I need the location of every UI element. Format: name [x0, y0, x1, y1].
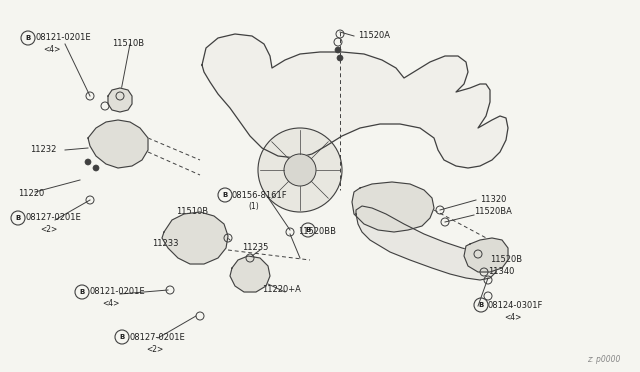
Text: 08156-8161F: 08156-8161F — [232, 190, 287, 199]
Circle shape — [335, 47, 341, 53]
Circle shape — [337, 55, 343, 61]
Polygon shape — [356, 206, 496, 280]
Text: 11340: 11340 — [488, 266, 515, 276]
Text: z: p0000: z: p0000 — [587, 355, 620, 364]
Polygon shape — [162, 212, 228, 264]
Polygon shape — [108, 88, 132, 112]
Polygon shape — [464, 238, 508, 272]
Text: 11233: 11233 — [152, 240, 179, 248]
Polygon shape — [352, 182, 434, 232]
Text: 11510B: 11510B — [176, 208, 208, 217]
Circle shape — [85, 159, 91, 165]
Text: <4>: <4> — [504, 312, 522, 321]
Circle shape — [258, 128, 342, 212]
Text: 11232: 11232 — [30, 145, 56, 154]
Text: 11235: 11235 — [242, 244, 268, 253]
Text: 11520BB: 11520BB — [298, 228, 336, 237]
Text: 08127-0201E: 08127-0201E — [130, 333, 186, 341]
Text: 11220: 11220 — [18, 189, 44, 198]
Text: B: B — [15, 215, 20, 221]
Text: 11510B: 11510B — [112, 39, 144, 48]
Text: B: B — [79, 289, 84, 295]
Text: <4>: <4> — [102, 299, 120, 308]
Text: 08121-0201E: 08121-0201E — [35, 33, 91, 42]
Text: B: B — [26, 35, 31, 41]
Text: B: B — [478, 302, 484, 308]
Text: (1): (1) — [248, 202, 259, 212]
Text: 11220+A: 11220+A — [262, 285, 301, 295]
Text: B: B — [120, 334, 125, 340]
Circle shape — [284, 154, 316, 186]
Text: 11320: 11320 — [480, 195, 506, 203]
Text: B: B — [305, 227, 310, 233]
Text: <2>: <2> — [40, 225, 57, 234]
Text: 08127-0201E: 08127-0201E — [25, 214, 81, 222]
Text: 11520B: 11520B — [490, 254, 522, 263]
Text: <2>: <2> — [146, 344, 163, 353]
Text: <4>: <4> — [43, 45, 60, 55]
Text: 11520BA: 11520BA — [474, 208, 512, 217]
Polygon shape — [88, 120, 148, 168]
Text: 11520A: 11520A — [358, 32, 390, 41]
Text: 08121-0201E: 08121-0201E — [90, 288, 146, 296]
Polygon shape — [230, 256, 270, 292]
Text: B: B — [222, 192, 228, 198]
Text: 08124-0301F: 08124-0301F — [488, 301, 543, 310]
Polygon shape — [202, 34, 508, 168]
Circle shape — [93, 165, 99, 171]
